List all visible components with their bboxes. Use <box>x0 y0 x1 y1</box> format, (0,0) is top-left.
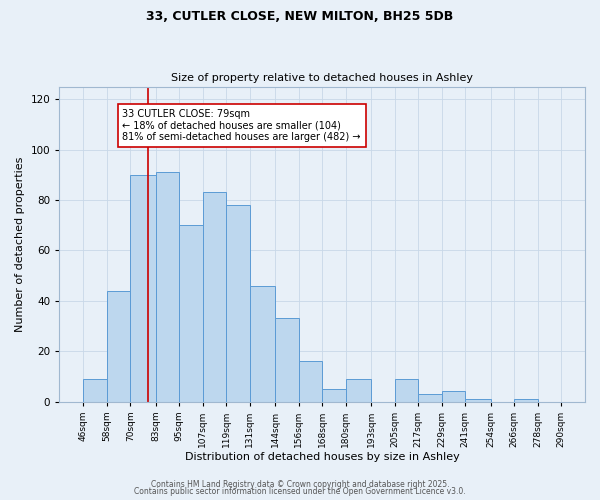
Bar <box>179 225 203 402</box>
Title: Size of property relative to detached houses in Ashley: Size of property relative to detached ho… <box>171 73 473 83</box>
Bar <box>346 379 371 402</box>
Bar <box>155 172 179 402</box>
Bar <box>275 318 299 402</box>
X-axis label: Distribution of detached houses by size in Ashley: Distribution of detached houses by size … <box>185 452 460 462</box>
Text: Contains public sector information licensed under the Open Government Licence v3: Contains public sector information licen… <box>134 488 466 496</box>
Bar <box>465 399 491 402</box>
Bar <box>203 192 226 402</box>
Bar <box>395 379 418 402</box>
Y-axis label: Number of detached properties: Number of detached properties <box>15 156 25 332</box>
Bar <box>514 399 538 402</box>
Bar <box>130 175 155 402</box>
Bar <box>418 394 442 402</box>
Bar <box>322 389 346 402</box>
Bar <box>250 286 275 402</box>
Bar <box>226 205 250 402</box>
Text: 33, CUTLER CLOSE, NEW MILTON, BH25 5DB: 33, CUTLER CLOSE, NEW MILTON, BH25 5DB <box>146 10 454 23</box>
Bar <box>83 379 107 402</box>
Text: Contains HM Land Registry data © Crown copyright and database right 2025.: Contains HM Land Registry data © Crown c… <box>151 480 449 489</box>
Bar <box>299 361 322 402</box>
Bar <box>442 392 465 402</box>
Text: 33 CUTLER CLOSE: 79sqm
← 18% of detached houses are smaller (104)
81% of semi-de: 33 CUTLER CLOSE: 79sqm ← 18% of detached… <box>122 108 361 142</box>
Bar <box>107 290 130 402</box>
